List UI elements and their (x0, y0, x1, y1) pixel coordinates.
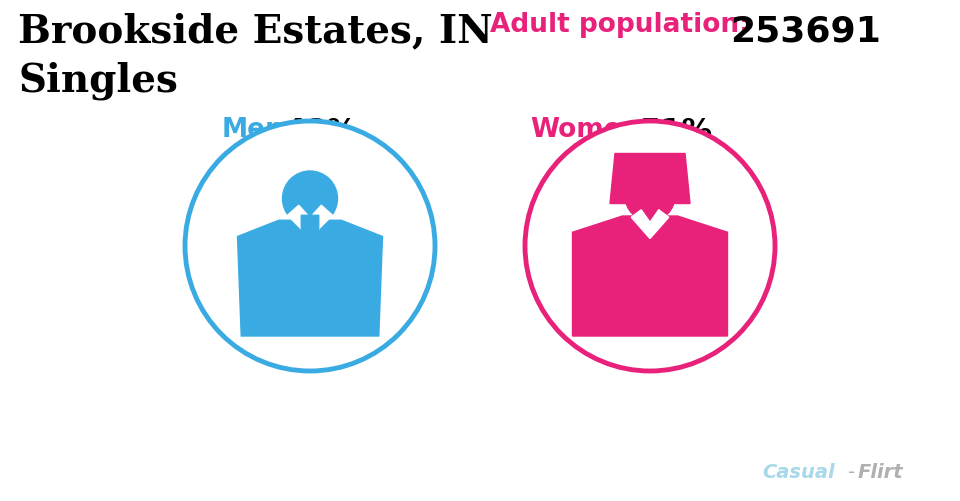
Circle shape (625, 172, 675, 221)
Text: Brookside Estates, IN: Brookside Estates, IN (18, 12, 492, 50)
Text: 51%: 51% (640, 117, 713, 146)
Text: Women:: Women: (530, 117, 651, 143)
Text: Flirt: Flirt (858, 462, 903, 481)
Polygon shape (632, 210, 669, 239)
Polygon shape (610, 154, 690, 204)
Text: 253691: 253691 (730, 14, 881, 48)
Polygon shape (572, 216, 728, 336)
Polygon shape (301, 216, 319, 262)
Text: 48%: 48% (285, 117, 358, 146)
Text: Men:: Men: (222, 117, 296, 143)
Text: Adult population:: Adult population: (490, 12, 750, 38)
Circle shape (185, 122, 435, 371)
Circle shape (626, 173, 674, 220)
Polygon shape (237, 221, 382, 336)
Text: Singles: Singles (18, 62, 178, 100)
Circle shape (525, 122, 775, 371)
Polygon shape (295, 218, 325, 231)
Text: -: - (848, 462, 855, 481)
Polygon shape (637, 216, 662, 226)
Polygon shape (287, 206, 332, 238)
Text: Casual: Casual (762, 462, 834, 481)
Circle shape (282, 172, 338, 226)
